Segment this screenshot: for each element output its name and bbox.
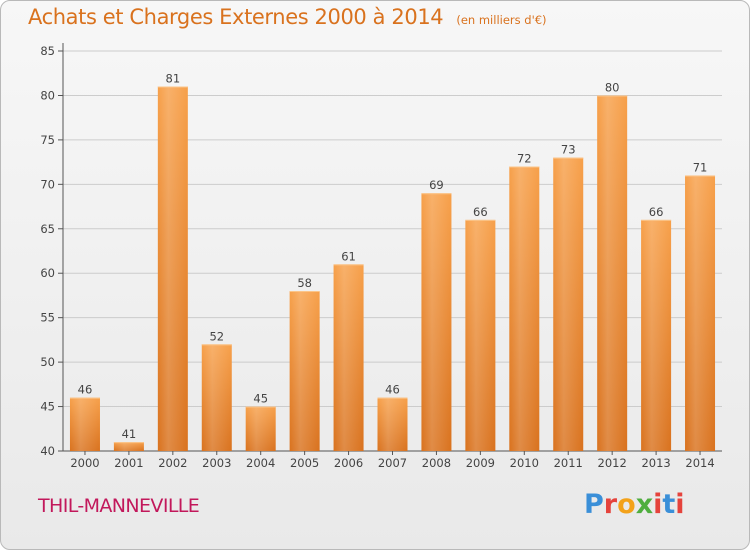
x-tick-label: 2014 xyxy=(685,456,714,470)
bar-shine xyxy=(69,397,100,451)
data-label: 81 xyxy=(166,72,181,86)
bar-shine xyxy=(641,219,672,451)
x-tick-label: 2007 xyxy=(378,456,407,470)
data-label: 69 xyxy=(429,178,444,192)
bar-shine xyxy=(289,291,320,451)
data-label: 66 xyxy=(649,205,664,219)
y-tick-label: 65 xyxy=(40,222,55,236)
data-label: 73 xyxy=(561,143,576,157)
label-layer: 46 2000 41 2001 81 2002 52 2003 45 2004 58 2005 61 20… xyxy=(70,72,714,470)
y-tick-label: 85 xyxy=(40,44,55,58)
data-label: 46 xyxy=(385,383,400,397)
data-label: 52 xyxy=(209,329,224,343)
bar-layer xyxy=(69,86,716,452)
x-tick-label: 2004 xyxy=(246,456,275,470)
y-tick-label: 50 xyxy=(40,355,55,369)
chart-subtitle: (en milliers d'€) xyxy=(456,13,547,27)
x-tick-label: 2003 xyxy=(202,456,231,470)
x-tick-label: 2000 xyxy=(70,456,99,470)
y-tick-label: 75 xyxy=(40,133,55,147)
location-name: THIL-MANNEVILLE xyxy=(38,495,200,517)
bar-shine xyxy=(245,406,276,451)
bar-shine xyxy=(421,193,452,451)
data-label: 41 xyxy=(122,427,137,441)
data-label: 46 xyxy=(78,383,93,397)
data-label: 58 xyxy=(297,276,312,290)
x-tick-label: 2009 xyxy=(466,456,495,470)
x-tick-label: 2006 xyxy=(334,456,363,470)
title-row: Achats et Charges Externes 2000 à 2014 (… xyxy=(28,5,547,29)
y-tick-label: 70 xyxy=(40,177,55,191)
proxiti-logo: Proxiti xyxy=(584,489,685,520)
bar-shine xyxy=(685,175,716,451)
x-tick-label: 2005 xyxy=(290,456,319,470)
x-tick-label: 2012 xyxy=(598,456,627,470)
x-tick-label: 2010 xyxy=(510,456,539,470)
x-tick-label: 2011 xyxy=(554,456,583,470)
x-tick-label: 2013 xyxy=(641,456,670,470)
x-tick-label: 2001 xyxy=(114,456,143,470)
bar-shine xyxy=(157,86,188,452)
y-tick-label: 40 xyxy=(40,444,55,458)
data-label: 80 xyxy=(605,80,620,94)
bar-shine xyxy=(509,166,540,452)
logo-letter: t xyxy=(662,489,676,520)
data-label: 61 xyxy=(341,249,356,263)
logo-letter: o xyxy=(617,489,636,520)
logo-letter: i xyxy=(675,489,685,520)
data-label: 66 xyxy=(473,205,488,219)
chart-title: Achats et Charges Externes 2000 à 2014 xyxy=(28,5,444,29)
bar-shine xyxy=(553,157,584,451)
bar-shine xyxy=(201,344,232,451)
y-tick-label: 80 xyxy=(40,88,55,102)
bar-shine xyxy=(597,95,628,451)
y-tick-label: 55 xyxy=(40,311,55,325)
y-tick-label: 60 xyxy=(40,266,55,280)
data-label: 45 xyxy=(253,392,268,406)
x-tick-label: 2002 xyxy=(158,456,187,470)
logo-letter: r xyxy=(603,489,618,520)
y-tick-label: 45 xyxy=(40,400,55,414)
x-tick-label: 2008 xyxy=(422,456,451,470)
logo-letter: i xyxy=(653,489,663,520)
bar-shine xyxy=(377,397,408,451)
bar-shine xyxy=(113,442,144,451)
logo-letter: P xyxy=(584,489,604,520)
data-label: 72 xyxy=(517,152,532,166)
data-label: 71 xyxy=(693,160,708,174)
bar-shine xyxy=(465,219,496,451)
logo-letter: x xyxy=(635,489,654,520)
bar-shine xyxy=(333,264,364,451)
